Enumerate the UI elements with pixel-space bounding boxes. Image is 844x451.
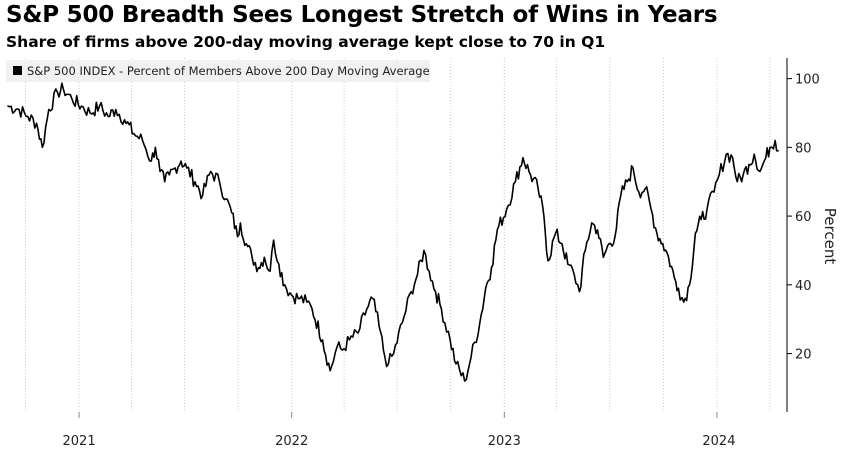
y-tick-label: 60	[795, 210, 812, 225]
gridlines	[24, 58, 771, 412]
y-axis-label: Percent	[821, 208, 839, 265]
y-axis-ticks: 20 40 60 80 100	[787, 73, 820, 363]
y-tick-label: 40	[795, 279, 812, 294]
legend: S&P 500 INDEX - Percent of Members Above…	[6, 60, 430, 82]
legend-swatch	[13, 66, 22, 75]
chart-title: S&P 500 Breadth Sees Longest Stretch of …	[6, 2, 718, 28]
x-tick-label: 2024	[702, 434, 735, 449]
legend-entry: S&P 500 INDEX - Percent of Members Above…	[27, 64, 430, 78]
legend-box	[6, 60, 430, 82]
x-tick-label: 2021	[63, 434, 96, 449]
x-tick-label: 2022	[275, 434, 308, 449]
chart-subtitle: Share of firms above 200-day moving aver…	[6, 33, 606, 51]
y-tick-label: 100	[795, 73, 820, 88]
y-tick-label: 20	[795, 348, 812, 363]
series-line	[7, 82, 779, 382]
x-tick-label: 2023	[488, 434, 521, 449]
y-tick-label: 80	[795, 141, 812, 156]
x-axis-ticks: 2021 2022 2023 2024	[63, 412, 735, 449]
